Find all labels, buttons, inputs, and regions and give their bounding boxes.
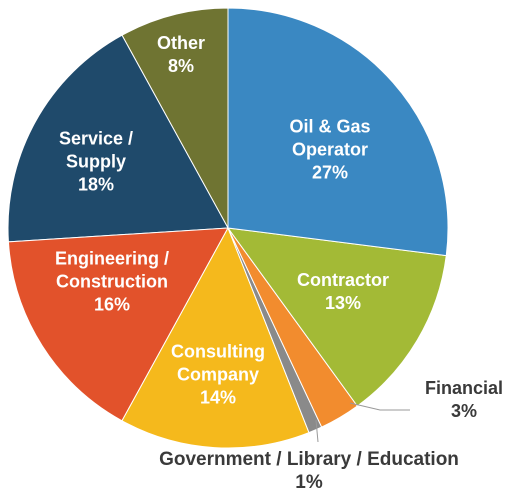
category-label: Consulting Company: [171, 341, 265, 385]
slice-label: Service / Supply 18%: [46, 128, 146, 197]
value-label: 14%: [199, 387, 237, 408]
value-label: 13%: [324, 293, 362, 313]
value-label: 18%: [77, 174, 115, 195]
category-label: Other: [156, 33, 205, 53]
slice-label: Contractor 13%: [268, 269, 418, 315]
slice-label: Other 8%: [141, 32, 221, 78]
pie-slice: [227, 7, 449, 257]
value-label: 8%: [167, 56, 194, 76]
value-label: 3%: [450, 401, 477, 421]
value-label: 16%: [93, 294, 131, 315]
pie-slice: [226, 227, 447, 407]
slice-label: Consulting Company 14%: [163, 341, 273, 410]
category-label: Engineering / Construction: [54, 248, 169, 292]
category-label: Government / Library / Education: [159, 449, 459, 470]
slice-label: Financial 3%: [409, 377, 516, 423]
leader-line: [315, 419, 319, 443]
slice-label: Government / Library / Education 1%: [109, 448, 509, 494]
category-label: Service / Supply: [58, 128, 134, 172]
leader-line: [349, 402, 410, 411]
value-label: 1%: [295, 472, 323, 493]
pie-slice: [7, 34, 229, 243]
category-label: Contractor: [296, 270, 389, 290]
value-label: 27%: [311, 162, 349, 183]
category-label: Oil & Gas Operator: [289, 116, 371, 160]
slice-label: Engineering / Construction 16%: [32, 248, 192, 317]
slice-label: Oil & Gas Operator 27%: [270, 116, 390, 185]
pie-slice: [121, 7, 229, 229]
pie-slice: [7, 227, 229, 422]
pie-slice: [121, 226, 310, 449]
category-label: Financial: [424, 378, 504, 398]
